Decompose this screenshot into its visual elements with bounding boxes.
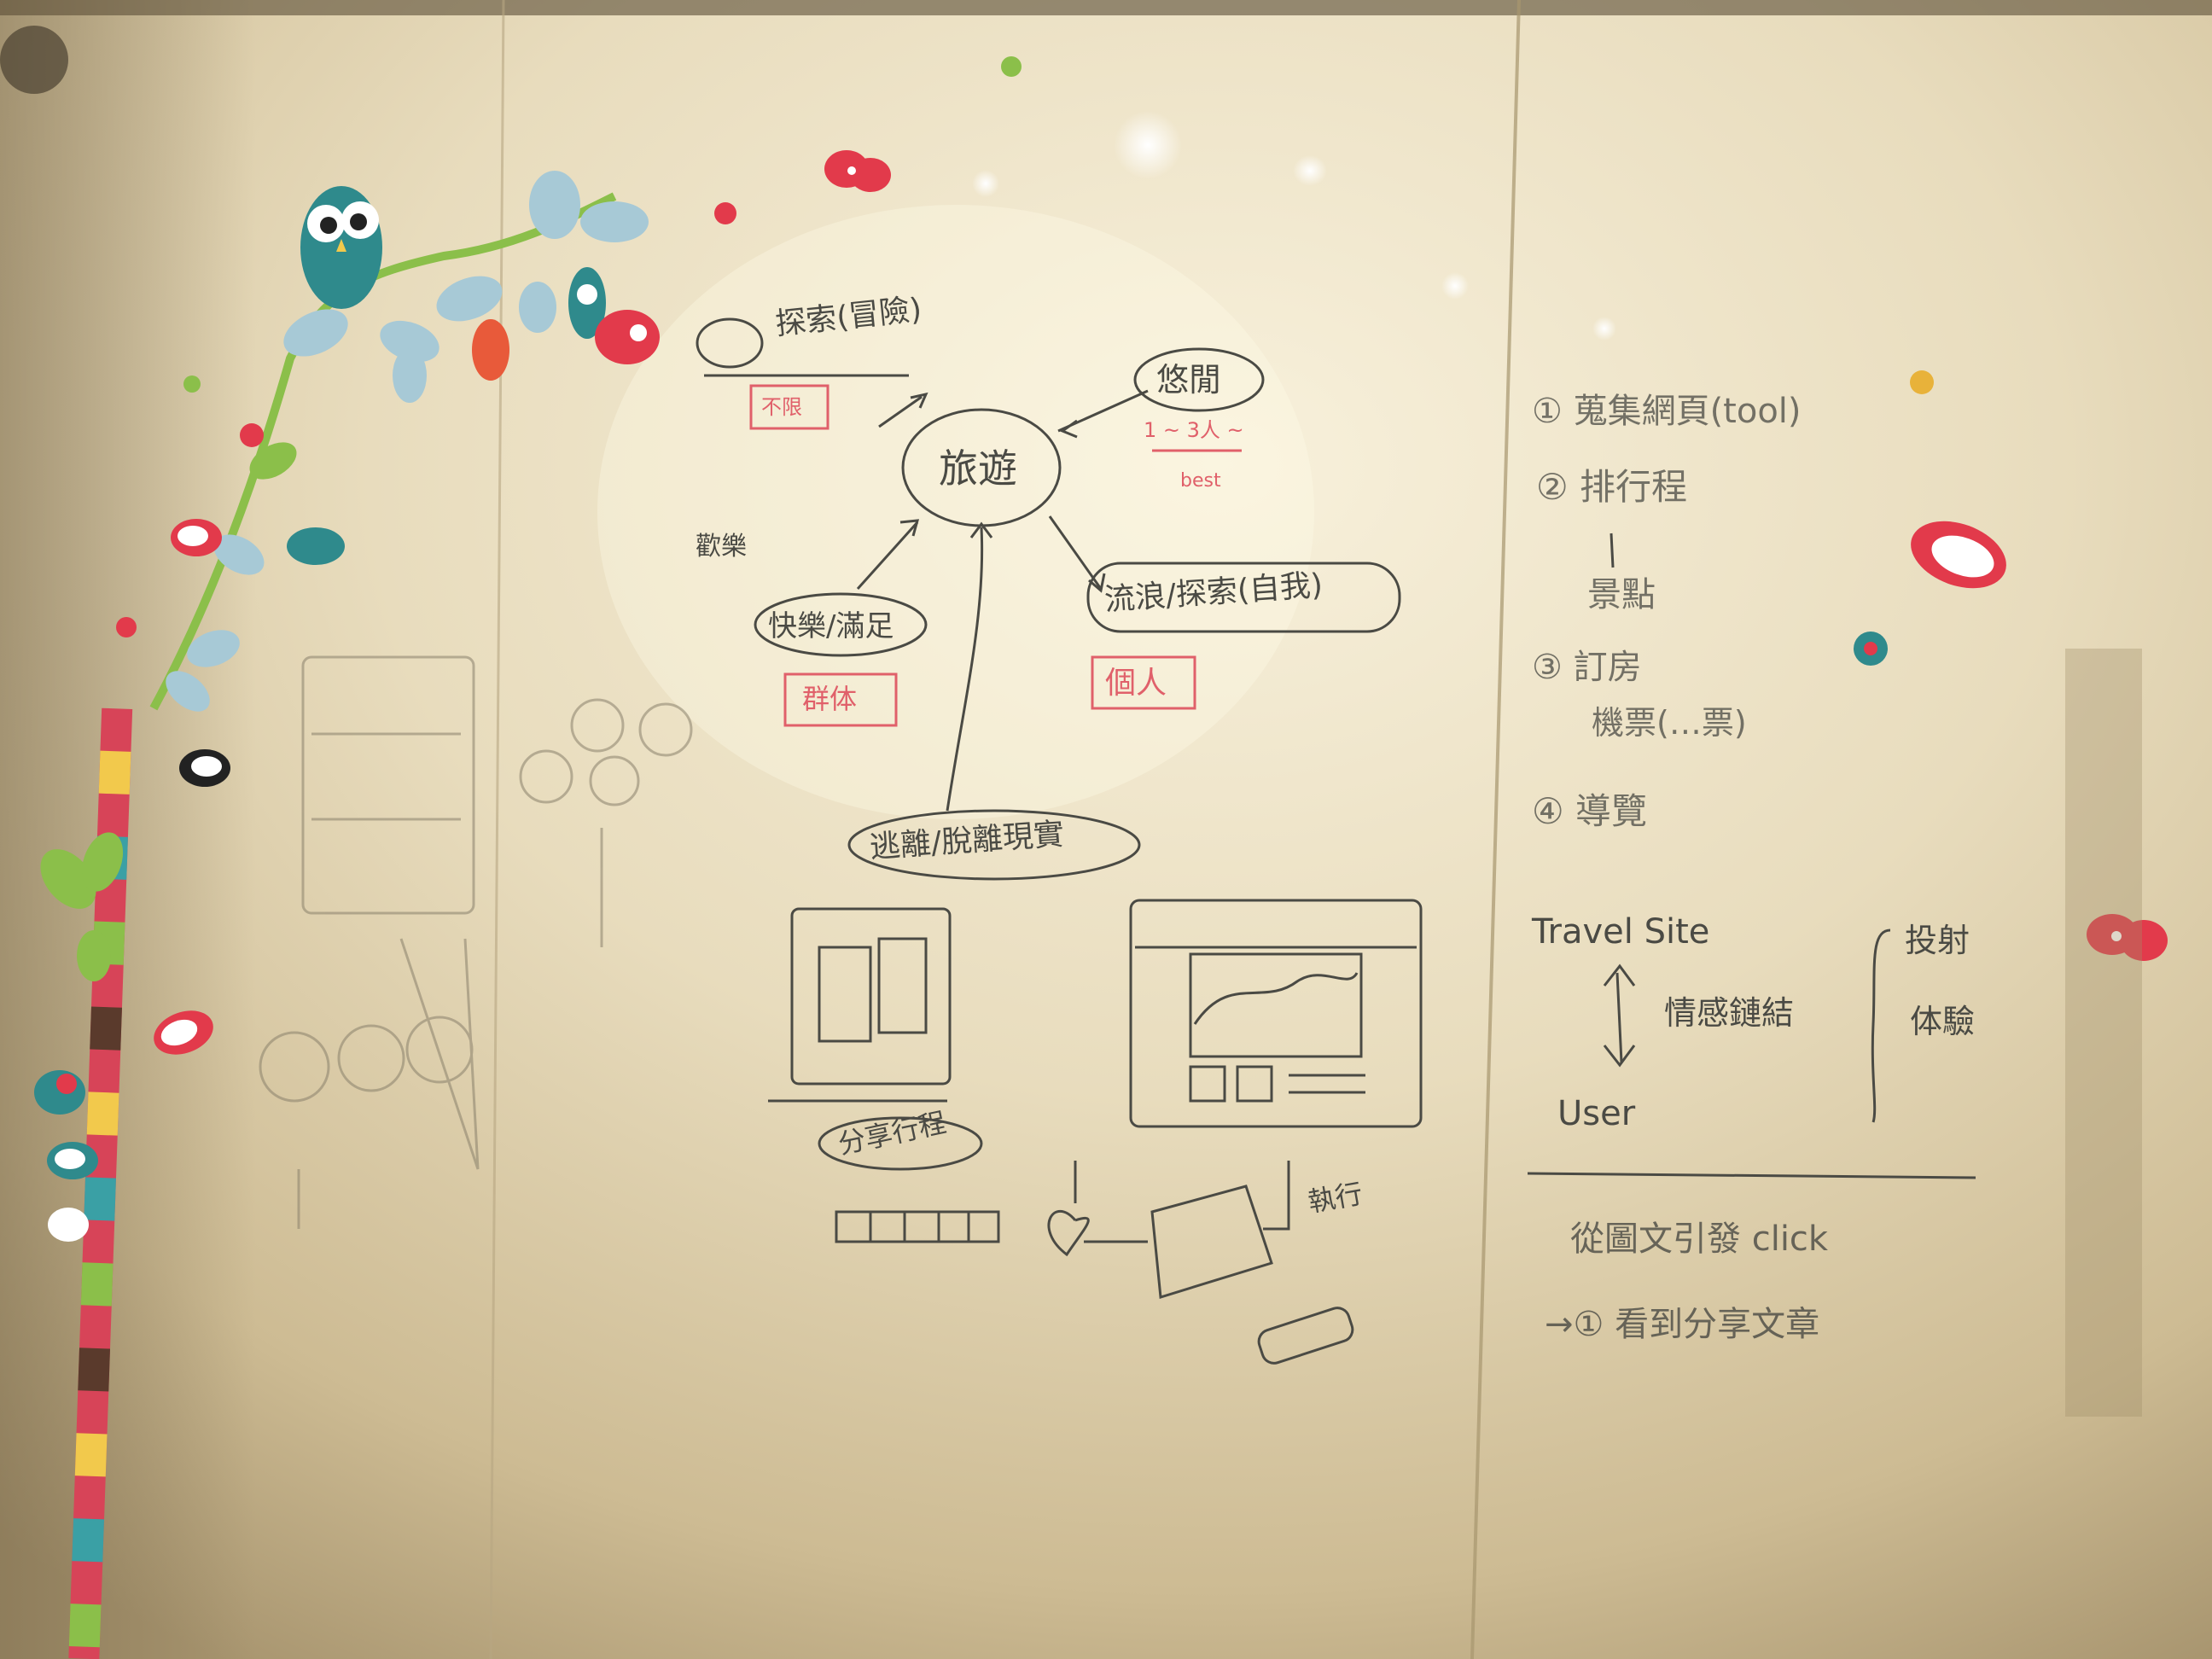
right-panel-marks [1527,533,1976,1179]
butterfly-sticker-top [824,150,891,192]
project-label: 投射 [1905,922,1970,959]
node-wander-bubble [1086,562,1401,633]
happy-label: 快樂/滿足 [768,609,894,643]
leaf-sticker-right [1911,521,2006,589]
browser-sketch [1129,899,1423,1128]
tag-boxes [749,384,1242,727]
step-3-sub: 機票(…票) [1592,704,1747,742]
travel-site-label: Travel Site [1531,912,1709,952]
butterfly-sticker-right [2087,914,2168,961]
step-4: ④ 導覽 [1532,790,1647,832]
step-3: ③ 訂房 [1532,648,1642,687]
step-1: ① 蒐集網頁(tool) [1532,392,1802,431]
panel-seam-left [489,0,505,1659]
step-2: ② 排行程 [1536,466,1687,508]
wander-tag-label: 個人 [1105,666,1167,701]
center-node-label: 旅遊 [939,445,1017,492]
leisure-count-label: 1 ~ 3人 ~ [1144,418,1244,442]
emotion-link-label: 情感鏈結 [1664,994,1794,1032]
center-sketches [768,899,1423,1365]
node-escape-bubble [847,809,1141,881]
happy-tag-label: 群体 [802,683,857,715]
faint-sketches-left [259,655,693,1229]
welcome-label: 歡樂 [696,532,747,562]
flow-line-label: 從圖文引發 click [1570,1220,1829,1259]
flow-result-label: →① 看到分享文章 [1545,1305,1819,1344]
node-happy-bubble [754,592,928,657]
step-2-sub: 景點 [1587,575,1656,614]
panel-seam-right [1470,0,1521,1659]
phone-sketch [790,907,952,1086]
experience-label: 体驗 [1910,1003,1975,1040]
user-label: User [1557,1094,1636,1133]
flower-sticker-right [1854,632,1888,666]
leisure-label: 悠閒 [1156,361,1221,399]
leisure-best-label: best [1180,470,1221,492]
right-panel-text: ① 蒐集網頁(tool) ② 排行程 景點 ③ 訂房 機票(…票) ④ 導覽 T… [1531,392,1975,1344]
mind-map [696,317,1401,881]
owl-sticker [300,186,382,309]
tree-stickers [0,26,1022,1659]
node-leisure-bubble [1133,347,1265,412]
explore-tag-label: 不限 [761,395,802,419]
